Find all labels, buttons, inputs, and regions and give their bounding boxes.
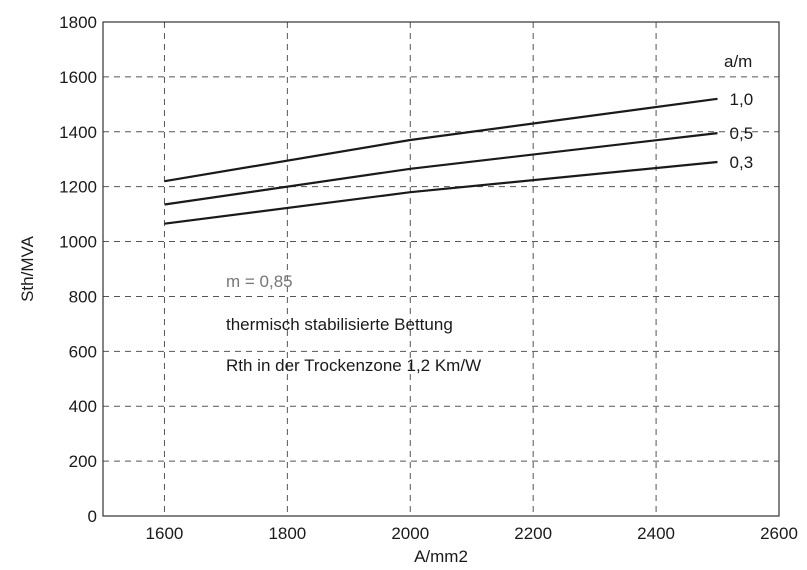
y-axis-label: Sth/MVA: [18, 235, 37, 301]
series-lines: [164, 97, 718, 225]
annotation-bedding: thermisch stabilisierte Bettung: [226, 315, 453, 334]
series-labels: 1,0 0,5 0,3: [730, 90, 754, 172]
x-tick-label: 2200: [514, 524, 552, 543]
x-axis-label: A/mm2: [414, 547, 468, 566]
x-tick-label: 1600: [146, 524, 184, 543]
y-tick-label: 0: [88, 507, 97, 526]
y-tick-label: 1600: [59, 68, 97, 87]
y-tick-label: 800: [69, 287, 97, 306]
y-tick-label: 400: [69, 397, 97, 416]
annotation-m: m = 0,85: [226, 272, 293, 291]
series-label: 0,5: [730, 124, 754, 143]
plot-frame: [102, 21, 780, 517]
y-tick-label: 1200: [59, 178, 97, 197]
series-label: 0,3: [730, 153, 754, 172]
legend-title: a/m: [724, 52, 752, 71]
y-tick-label: 1800: [59, 13, 97, 32]
x-tick-label: 2400: [637, 524, 675, 543]
y-tick-label: 1000: [59, 233, 97, 252]
x-tick-labels: 1600 1800 2000 2200 2400 2600: [146, 524, 798, 543]
series-label: 1,0: [730, 90, 754, 109]
y-tick-labels: 0 200 400 600 800 1000 1200 1400 1600 1800: [59, 13, 97, 526]
y-tick-label: 200: [69, 452, 97, 471]
series-line-1: [164, 132, 718, 206]
grid: [103, 22, 779, 516]
series-line-2: [164, 160, 718, 225]
x-tick-label: 2600: [760, 524, 798, 543]
y-tick-label: 1400: [59, 123, 97, 142]
x-tick-label: 2000: [391, 524, 429, 543]
x-tick-label: 1800: [268, 524, 306, 543]
series-line-0: [164, 97, 718, 183]
annotation-rth: Rth in der Trockenzone 1,2 Km/W: [226, 356, 481, 375]
y-tick-label: 600: [69, 342, 97, 361]
